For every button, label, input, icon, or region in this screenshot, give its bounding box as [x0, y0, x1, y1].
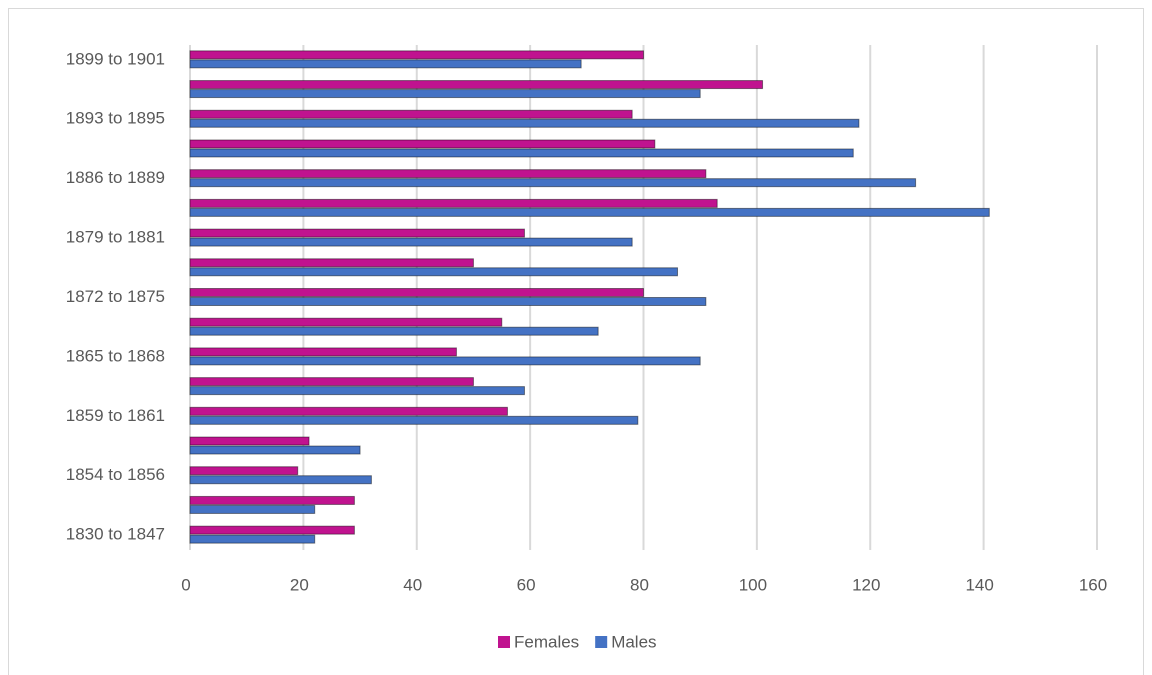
legend-swatch	[595, 636, 608, 648]
bar	[189, 148, 854, 158]
bar	[189, 326, 599, 336]
x-tick-label: 80	[630, 575, 649, 594]
bar	[189, 228, 525, 238]
x-tick-label: 0	[181, 575, 190, 594]
bar	[189, 466, 299, 476]
bar	[189, 377, 474, 387]
bar	[189, 288, 644, 297]
y-tick-label: 1854 to 1856	[66, 465, 165, 484]
bar	[189, 504, 316, 514]
bar	[189, 317, 503, 327]
bar	[189, 495, 355, 505]
bar	[189, 237, 633, 247]
bar	[189, 386, 525, 396]
y-tick-label: 1886 to 1889	[66, 168, 165, 187]
legend-label: Females	[514, 632, 579, 651]
x-tick-label: 120	[852, 575, 880, 594]
legend-swatch	[498, 636, 510, 648]
bar	[189, 415, 639, 425]
bar	[189, 139, 656, 149]
bar	[189, 297, 707, 306]
bar	[189, 267, 679, 277]
x-tick-label: 40	[403, 575, 422, 594]
bar	[189, 258, 474, 268]
bar	[189, 347, 457, 357]
bar	[189, 207, 990, 217]
bar	[189, 534, 316, 544]
bar	[189, 50, 644, 60]
bar	[189, 178, 917, 188]
legend-label: Males	[611, 632, 656, 651]
x-tick-label: 20	[290, 575, 309, 594]
x-tick-label: 140	[965, 575, 993, 594]
bar	[189, 475, 372, 485]
x-tick-label: 160	[1079, 575, 1107, 594]
y-tick-label: 1859 to 1861	[66, 406, 165, 425]
bar	[189, 80, 764, 90]
bar	[189, 198, 718, 208]
x-tick-label: 100	[739, 575, 767, 594]
bar	[189, 59, 582, 69]
y-tick-label: 1893 to 1895	[66, 109, 165, 128]
bar	[189, 445, 361, 455]
bar	[189, 109, 633, 119]
bar	[189, 436, 310, 446]
bar	[189, 525, 355, 535]
bar	[189, 118, 860, 128]
y-tick-label: 1899 to 1901	[66, 49, 165, 68]
bar	[189, 356, 701, 366]
x-tick-label: 60	[517, 575, 536, 594]
y-tick-label: 1879 to 1881	[66, 228, 165, 247]
bar	[189, 169, 707, 179]
y-tick-label: 1872 to 1875	[66, 287, 165, 306]
bar	[189, 406, 508, 416]
y-tick-label: 1865 to 1868	[66, 346, 165, 365]
y-tick-label: 1830 to 1847	[66, 525, 165, 544]
bar	[189, 89, 701, 99]
